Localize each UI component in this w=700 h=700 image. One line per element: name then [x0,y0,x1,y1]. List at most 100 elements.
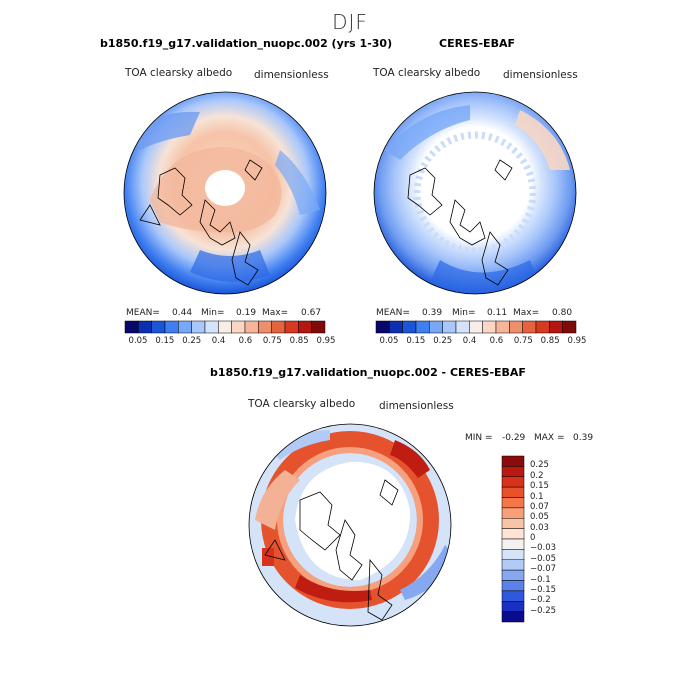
colorbar-swatch [501,497,525,509]
colorbar-swatch [501,538,525,550]
colorbar-tick-label: 0.75 [513,336,533,346]
colorbar-swatch [501,569,525,581]
colorbar-tick-label: 0.15 [530,481,549,492]
model-max-value: 0.67 [301,308,322,318]
colorbar-tick-label: 0.05 [530,512,549,523]
colorbar-tick-label: 0.95 [316,336,336,346]
colorbar-swatch [469,320,483,334]
colorbar-swatch [455,320,470,334]
colorbar-tick-label: 0.05 [379,336,399,346]
colorbar-swatch [389,320,403,334]
diff-colorbar-ticks: 0.25 0.2 0.15 0.1 0.07 0.05 0.03 0 −0.03 −0.05 −0.… [530,456,590,622]
colorbar-swatch [501,476,525,488]
colorbar-swatch [231,320,246,334]
colorbar-swatch [501,518,525,529]
colorbar-tick-label: 0.4 [211,336,226,346]
obs-mean-value: 0.39 [422,308,443,318]
colorbar-tick-label: 0 [530,533,536,543]
diff-min-label: MIN = [465,433,493,443]
colorbar-tick-label: 0.15 [406,336,426,346]
model-max-label: Max= [262,308,289,318]
colorbar-swatch [415,320,430,334]
colorbar-swatch [271,320,286,334]
colorbar-tick-label: 0.15 [155,336,175,346]
colorbar-swatch [501,580,525,592]
diff-panel-title: b1850.f19_g17.validation_nuopc.002 - CER… [210,366,526,379]
colorbar-tick-label: 0.4 [462,336,477,346]
colorbar-swatch [298,320,312,334]
diff-colorbar [501,455,525,623]
colorbar-swatch [191,320,206,334]
colorbar-tick-label: 0.07 [530,501,549,512]
obs-colorbar [375,320,577,334]
colorbar-swatch [495,320,510,334]
colorbar-swatch [549,320,563,334]
obs-mean-label: MEAN= [376,308,410,318]
colorbar-swatch [509,320,523,334]
model-panel-title: b1850.f19_g17.validation_nuopc.002 (yrs … [100,37,393,50]
obs-colorbar-ticks: 0.05 0.15 0.25 0.4 0.6 0.75 0.85 0.95 [376,336,587,348]
colorbar-swatch [178,320,192,334]
colorbar-swatch [258,320,272,334]
diff-max-value: 0.39 [573,433,594,443]
colorbar-tick-label: 0.05 [128,336,148,346]
model-variable-label: TOA clearsky albedo [125,67,233,79]
colorbar-swatch [124,320,139,334]
obs-min-label: Min= [452,308,476,318]
colorbar-swatch [311,320,326,334]
diff-min-value: -0.29 [502,433,526,443]
colorbar-swatch [375,320,390,334]
colorbar-swatch [244,320,259,334]
colorbar-tick-label: 0.1 [530,491,544,502]
colorbar-swatch [501,611,525,623]
colorbar-tick-label: 0.6 [238,336,253,346]
diff-max-label: MAX = [534,433,565,443]
model-mean-label: MEAN= [126,308,160,318]
colorbar-tick-label: 0.85 [289,336,309,346]
colorbar-swatch [501,590,525,602]
colorbar-swatch [204,320,219,334]
colorbar-swatch [218,320,232,334]
model-colorbar-ticks: 0.05 0.15 0.25 0.4 0.6 0.75 0.85 0.95 [125,336,336,348]
colorbar-tick-label: 0.25 [433,336,453,346]
colorbar-swatch [535,320,550,334]
colorbar-swatch [482,320,497,334]
colorbar-swatch [522,320,537,334]
colorbar-tick-label: −0.1 [530,574,551,585]
colorbar-tick-label: 0.03 [530,522,549,533]
colorbar-swatch [501,559,525,571]
colorbar-tick-label: −0.07 [530,564,557,575]
colorbar-tick-label: −0.05 [530,553,557,564]
colorbar-tick-label: −0.15 [530,584,557,595]
colorbar-swatch [501,549,525,560]
colorbar-swatch [151,320,166,334]
colorbar-tick-label: −0.25 [530,605,557,616]
colorbar-swatch [402,320,417,334]
colorbar-tick-label: −0.03 [530,543,557,554]
colorbar-swatch [501,455,525,467]
model-min-value: 0.19 [236,308,257,318]
colorbar-swatch [429,320,443,334]
diff-variable-label: TOA clearsky albedo [248,398,356,410]
obs-units-label: dimensionless [503,69,578,81]
colorbar-tick-label: 0.75 [262,336,282,346]
obs-max-value: 0.80 [552,308,573,318]
colorbar-tick-label: 0.25 [530,460,549,471]
diff-units-label: dimensionless [379,400,454,412]
obs-variable-label: TOA clearsky albedo [373,67,481,79]
model-units-label: dimensionless [254,69,329,81]
colorbar-tick-label: 0.25 [182,336,202,346]
colorbar-swatch [501,528,525,540]
season-title: DJF [332,10,368,34]
model-colorbar [124,320,326,334]
obs-panel-title: CERES-EBAF [439,37,515,50]
colorbar-swatch [138,320,152,334]
colorbar-swatch [164,320,179,334]
colorbar-tick-label: −0.2 [530,595,551,606]
colorbar-swatch [284,320,299,334]
colorbar-tick-label: 0.95 [567,336,587,346]
colorbar-tick-label: 0.85 [540,336,560,346]
colorbar-swatch [501,486,525,498]
